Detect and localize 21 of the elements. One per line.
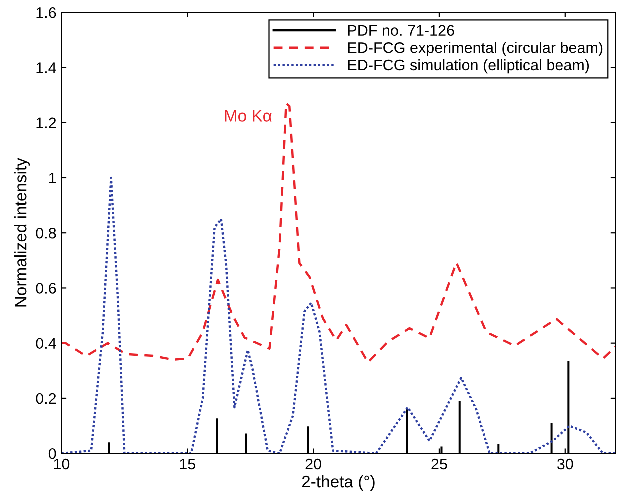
y-tick-label: 0.6 — [36, 283, 56, 294]
x-tick-label: 25 — [432, 458, 448, 470]
y-tick-label: 0.2 — [36, 393, 56, 404]
x-axis-title: 2-theta (°) — [302, 475, 375, 492]
y-tick-label: 0.8 — [36, 228, 56, 239]
x-tick-label: 15 — [180, 459, 196, 470]
x-tick-label: 30 — [557, 458, 574, 470]
legend-label: ED-FCG experimental (circular beam) — [348, 42, 603, 56]
y-tick-label: 1.4 — [36, 62, 56, 74]
y-tick-label: 0 — [48, 448, 56, 460]
annotation: Mo Kα — [225, 110, 272, 122]
y-tick-label: 1.6 — [36, 7, 56, 18]
legend-label: PDF no. 71-126 — [348, 25, 454, 36]
y-axis-title: Normalized intensity — [14, 158, 30, 307]
y-tick-label: 1 — [50, 173, 56, 184]
legend-label: ED-FCG simulation (elliptical beam) — [348, 59, 590, 74]
x-tick-label: 10 — [54, 458, 70, 470]
x-tick-label: 20 — [306, 458, 322, 470]
y-tick-label: 1.2 — [36, 118, 56, 128]
line-series — [62, 102, 616, 364]
y-tick-label: 0.4 — [36, 338, 56, 350]
